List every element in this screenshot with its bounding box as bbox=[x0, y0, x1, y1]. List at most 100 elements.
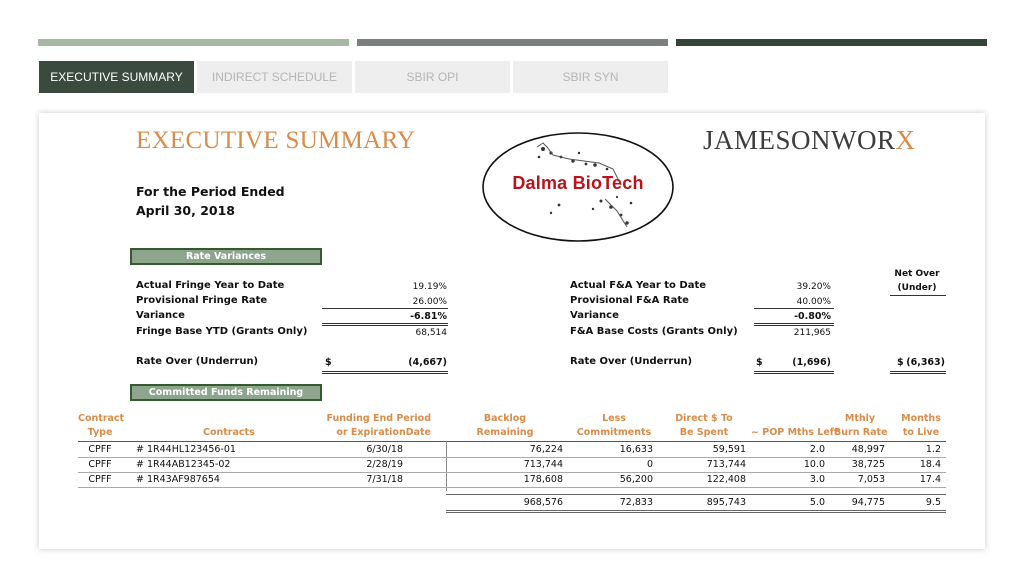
row-3-type: CPFF bbox=[88, 474, 112, 485]
fringe-provisional-label: Provisional Fringe Rate bbox=[136, 295, 268, 306]
row-3-backlog: 178,608 bbox=[523, 474, 563, 485]
row-3-burn: 7,053 bbox=[857, 474, 885, 485]
row-2-backlog: 713,744 bbox=[523, 459, 563, 470]
row-3-months: 17.4 bbox=[919, 474, 941, 485]
tab-sbir-opi[interactable]: SBIR OPI bbox=[355, 61, 510, 93]
total-burn: 94,775 bbox=[851, 497, 885, 508]
row-2-direct: 713,744 bbox=[706, 459, 746, 470]
fringe-base-value: 68,514 bbox=[415, 328, 448, 338]
fa-base-value: 211,965 bbox=[793, 328, 831, 338]
logo-text: Dalma BioTech bbox=[512, 173, 644, 193]
dalma-biotech-logo: Dalma BioTech bbox=[481, 131, 675, 243]
row-1-direct: 59,591 bbox=[712, 444, 746, 455]
header-contracts: Contracts bbox=[203, 427, 255, 438]
jamesonworx-logo: JAMESONWORX bbox=[703, 125, 916, 156]
fringe-actual-value: 19.19% bbox=[412, 282, 447, 292]
fa-over-rule-1 bbox=[754, 371, 834, 372]
fa-over-currency: $ bbox=[756, 357, 763, 368]
fringe-actual-label: Actual Fringe Year to Date bbox=[136, 280, 285, 291]
fringe-base-label: Fringe Base YTD (Grants Only) bbox=[136, 326, 308, 337]
header-funding-end: Funding End Period or ExpirationDate bbox=[326, 413, 431, 438]
row-2-less: 0 bbox=[646, 459, 653, 470]
period-line-1: For the Period Ended bbox=[136, 184, 285, 199]
row-3-direct: 122,408 bbox=[706, 474, 746, 485]
row-1-pop: 2.0 bbox=[809, 444, 825, 455]
fringe-over-rule-1 bbox=[322, 371, 448, 372]
fa-provisional-value: 40.00% bbox=[796, 297, 831, 307]
column-divider bbox=[446, 441, 447, 491]
fa-over-rule-2 bbox=[754, 373, 834, 374]
row-2-rule bbox=[78, 472, 946, 473]
row-2-months: 18.4 bbox=[919, 459, 941, 470]
header-burn-rate: Mthly Burn Rate bbox=[834, 413, 888, 438]
fringe-base-rule-1 bbox=[322, 323, 448, 324]
row-2-type: CPFF bbox=[88, 459, 112, 470]
tab-executive-summary[interactable]: EXECUTIVE SUMMARY bbox=[39, 61, 194, 93]
total-less: 72,833 bbox=[619, 497, 653, 508]
fa-over-label: Rate Over (Underrun) bbox=[570, 356, 693, 367]
dog-silhouette-icon bbox=[482, 132, 674, 242]
net-over-currency: $ bbox=[897, 357, 904, 368]
row-2-end: 2/28/19 bbox=[366, 459, 403, 470]
table-header-rule bbox=[78, 441, 946, 442]
header-contract-type: Contract Type bbox=[78, 413, 125, 438]
net-header-1: Net Over bbox=[894, 269, 940, 279]
fringe-variance-label: Variance bbox=[136, 310, 185, 321]
row-3-rule bbox=[78, 487, 946, 488]
net-header-rule bbox=[890, 295, 946, 296]
page-title: EXECUTIVE SUMMARY bbox=[136, 127, 416, 154]
brand-main: JAMESONWOR bbox=[703, 125, 896, 155]
totals-top-rule bbox=[446, 494, 946, 495]
row-1-burn: 48,997 bbox=[851, 444, 885, 455]
row-1-end: 6/30/18 bbox=[366, 444, 403, 455]
total-months: 9.5 bbox=[925, 497, 941, 508]
top-bar-2 bbox=[357, 39, 668, 46]
row-1-months: 1.2 bbox=[925, 444, 941, 455]
row-1-contract: # 1R44HL123456-01 bbox=[136, 444, 236, 455]
top-bar-1 bbox=[38, 39, 349, 46]
header-less-commitments: Less Commitments bbox=[576, 413, 652, 438]
total-backlog: 968,576 bbox=[523, 497, 563, 508]
fa-base-rule-2 bbox=[754, 325, 834, 326]
net-over-rule-2 bbox=[890, 373, 946, 374]
net-header-2: (Under) bbox=[897, 283, 937, 293]
row-1-type: CPFF bbox=[88, 444, 112, 455]
net-over-value: (6,363) bbox=[906, 357, 945, 368]
row-3-contract: # 1R43AF987654 bbox=[136, 474, 220, 485]
fa-variance-label: Variance bbox=[570, 310, 619, 321]
fa-base-label: F&A Base Costs (Grants Only) bbox=[570, 326, 738, 337]
row-1-rule bbox=[78, 457, 946, 458]
row-2-contract: # 1R44AB12345-02 bbox=[136, 459, 231, 470]
rate-variances-label: Rate Variances bbox=[130, 248, 322, 265]
tab-indirect-schedule[interactable]: INDIRECT SCHEDULE bbox=[197, 61, 352, 93]
fringe-variance-rule bbox=[322, 308, 448, 309]
fringe-over-currency: $ bbox=[325, 357, 332, 368]
period-line-2: April 30, 2018 bbox=[136, 203, 235, 218]
row-1-backlog: 76,224 bbox=[529, 444, 563, 455]
fa-variance-value: -0.80% bbox=[794, 311, 831, 322]
row-3-end: 7/31/18 bbox=[366, 474, 403, 485]
header-months-to-live: Months to Live bbox=[901, 413, 941, 438]
row-3-less: 56,200 bbox=[619, 474, 653, 485]
total-pop: 5.0 bbox=[809, 497, 825, 508]
header-pop: ~ POP Mths Left bbox=[751, 427, 839, 438]
fa-variance-rule bbox=[754, 308, 834, 309]
row-2-burn: 38,725 bbox=[851, 459, 885, 470]
fa-actual-value: 39.20% bbox=[796, 282, 831, 292]
summary-card: EXECUTIVE SUMMARY For the Period Ended A… bbox=[39, 113, 985, 549]
net-over-rule-1 bbox=[890, 371, 946, 372]
top-bar-3 bbox=[676, 39, 987, 46]
header-backlog: Backlog Remaining bbox=[476, 413, 534, 438]
tab-sbir-syn[interactable]: SBIR SYN bbox=[513, 61, 668, 93]
row-2-pop: 10.0 bbox=[803, 459, 825, 470]
fringe-over-label: Rate Over (Underrun) bbox=[136, 356, 259, 367]
row-1-less: 16,633 bbox=[619, 444, 653, 455]
fringe-base-rule-2 bbox=[322, 325, 448, 326]
fa-base-rule-1 bbox=[754, 323, 834, 324]
fa-provisional-label: Provisional F&A Rate bbox=[570, 295, 689, 306]
totals-bottom-rule-2 bbox=[446, 512, 946, 513]
fringe-over-value: (4,667) bbox=[408, 357, 447, 368]
fringe-over-rule-2 bbox=[322, 373, 448, 374]
row-3-pop: 3.0 bbox=[809, 474, 825, 485]
totals-bottom-rule-1 bbox=[446, 510, 946, 511]
